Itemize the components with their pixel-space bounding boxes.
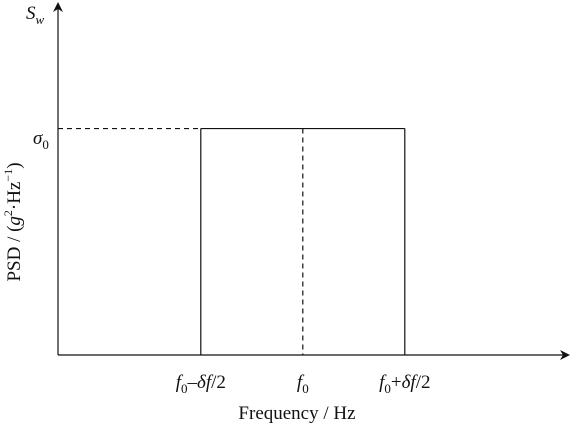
psd-band	[58, 127, 406, 355]
x-tick-label: f0	[297, 372, 309, 396]
y-level-label: σ0	[33, 128, 49, 152]
x-tick-labels: f0–δf/2 f0 f0+δf/2	[176, 372, 431, 396]
x-tick-label: f0+δf/2	[379, 372, 430, 396]
x-axis-label: Frequency / Hz	[238, 403, 355, 424]
x-tick-label: f0–δf/2	[176, 372, 226, 396]
y-axis-label: PSD / (g2·Hz−1)	[1, 162, 25, 281]
y-axis-symbol: Sw	[26, 3, 45, 27]
